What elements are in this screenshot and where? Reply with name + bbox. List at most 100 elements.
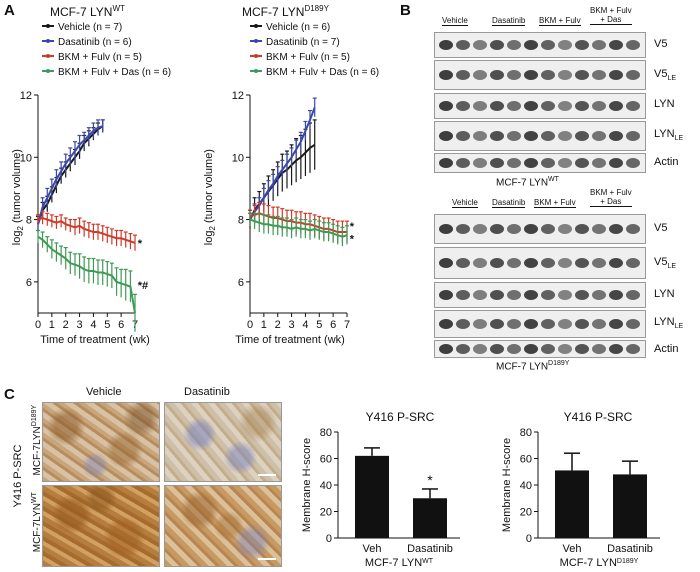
- blot-band: [541, 224, 555, 234]
- blot-bottom-group-combo: BKM + Fulv + Das: [590, 188, 632, 207]
- blot-band: [524, 158, 538, 168]
- blot-band: [473, 158, 487, 168]
- blot-band: [490, 158, 504, 168]
- blot-band: [439, 319, 453, 329]
- blot-band: [507, 319, 521, 329]
- blot-band: [439, 40, 453, 50]
- blot-band: [575, 70, 589, 80]
- row-label-v5: V5: [654, 38, 668, 50]
- blot-band: [490, 224, 504, 234]
- blot-band: [575, 131, 589, 141]
- row-label-b-lyn-le-sub: LE: [674, 323, 684, 331]
- blot-top-lyn-le: [434, 121, 646, 151]
- blot-band: [507, 158, 521, 168]
- bar0-group-label-sup: WT: [422, 558, 434, 565]
- blot-band: [592, 131, 606, 141]
- blot-top-v5: [434, 32, 646, 58]
- blot-band: [558, 158, 572, 168]
- blot-band: [439, 158, 453, 168]
- blot-band: [592, 258, 606, 268]
- blot-band: [558, 319, 572, 329]
- blot-band: [541, 258, 555, 268]
- blot-band: [558, 344, 572, 354]
- bar1-group-label-sup: D189Y: [617, 558, 639, 565]
- chart0-annotation-0: *: [138, 238, 143, 250]
- blot-top-caption-text: MCF-7 LYN: [496, 177, 549, 189]
- blot-band: [456, 258, 470, 268]
- bar0-ytick-label: 0: [326, 533, 332, 545]
- row-label-b-v5: V5: [654, 222, 668, 234]
- chart1-legend-dot-1: [254, 39, 258, 43]
- blot-band: [439, 290, 453, 300]
- blot-band: [541, 290, 555, 300]
- blot-band: [626, 258, 640, 268]
- bar1-category-0: Veh: [563, 543, 582, 555]
- chart0-legend-dot-3: [46, 69, 50, 73]
- row-label-lyn-le-text: LYN: [654, 128, 675, 140]
- chart0-ytick-label: 6: [26, 277, 32, 289]
- bar1-ytick-label: 0: [526, 533, 532, 545]
- blot-band: [575, 158, 589, 168]
- chart0-ytick-label: 8: [26, 215, 32, 227]
- blot-band: [575, 290, 589, 300]
- chart1-xtick-label: 1: [261, 319, 267, 331]
- blot-top: Vehicle Dasatinib BKM + Fulv BKM + Fulv …: [434, 6, 646, 182]
- chart1-xtick-label: 4: [302, 319, 308, 331]
- blot-band: [524, 344, 538, 354]
- bar1-ytick-label: 80: [520, 427, 532, 439]
- chart1-xtick-label: 0: [247, 319, 253, 331]
- blot-band: [575, 101, 589, 111]
- blot-band: [575, 258, 589, 268]
- blot-band: [558, 70, 572, 80]
- blot-bottom-caption-text: MCF-7 LYN: [496, 361, 549, 373]
- chart0-xtick-label: 4: [90, 319, 96, 331]
- chart0-legend-label-3: BKM + Fulv + Das (n = 6): [58, 67, 171, 78]
- chart1-xtick-label: 3: [289, 319, 295, 331]
- row-label-b-lyn-le-text: LYN: [654, 316, 675, 328]
- blot-band: [541, 101, 555, 111]
- row-label-v5-le-sub: LE: [667, 75, 677, 83]
- bar1-ytick-label: 60: [520, 454, 532, 466]
- chart1-ytick-label: 6: [238, 277, 244, 289]
- chart0-legend-dot-2: [46, 54, 50, 58]
- chart0-series-3-line: [37, 235, 136, 314]
- blot-band: [541, 344, 555, 354]
- chart0-series-2-line: [37, 216, 136, 244]
- left-chart-title-sup: WT: [112, 4, 125, 13]
- blot-band: [626, 131, 640, 141]
- blot-band: [473, 290, 487, 300]
- blot-band: [507, 224, 521, 234]
- chart1-legend-dot-0: [254, 24, 258, 28]
- blot-band: [473, 344, 487, 354]
- blot-band: [524, 290, 538, 300]
- blot-band: [558, 290, 572, 300]
- blot-band: [473, 70, 487, 80]
- left-chart-title-text: MCF-7 LYN: [50, 5, 113, 19]
- blot-band: [473, 224, 487, 234]
- chart1-legend-label-2: BKM + Fulv (n = 5): [266, 52, 350, 63]
- blot-band: [609, 131, 623, 141]
- bar0-ytick-label: 20: [320, 507, 332, 519]
- row-label-v5-le-text: V5: [654, 68, 668, 80]
- blot-band: [473, 131, 487, 141]
- blot-top-actin: [434, 153, 646, 173]
- row-label-lyn-le: LYNLE: [654, 128, 683, 142]
- row-label-b-v5-le-text: V5: [654, 256, 668, 268]
- chart1-legend-label-0: Vehicle (n = 6): [266, 22, 330, 33]
- ihc-image-wt-vehicle: [42, 485, 160, 567]
- blot-band: [626, 40, 640, 50]
- blot-band: [558, 40, 572, 50]
- chart0-legend-label-1: Dasatinib (n = 6): [58, 37, 132, 48]
- blot-band: [490, 40, 504, 50]
- panel-label-c: C: [4, 386, 15, 403]
- blot-bottom-v5-le: [434, 247, 646, 279]
- blot-band: [507, 258, 521, 268]
- blot-band: [541, 131, 555, 141]
- blot-bottom-group-dasatinib: Dasatinib: [492, 198, 526, 208]
- bar1-ylabel: Membrane H-score: [501, 438, 513, 532]
- blot-top-group-vehicle: Vehicle: [442, 16, 468, 26]
- chart0-xtick-label: 5: [104, 319, 110, 331]
- bar0-ytick-label: 40: [320, 480, 332, 492]
- blot-band: [592, 290, 606, 300]
- chart1-ytick-label: 12: [232, 90, 244, 102]
